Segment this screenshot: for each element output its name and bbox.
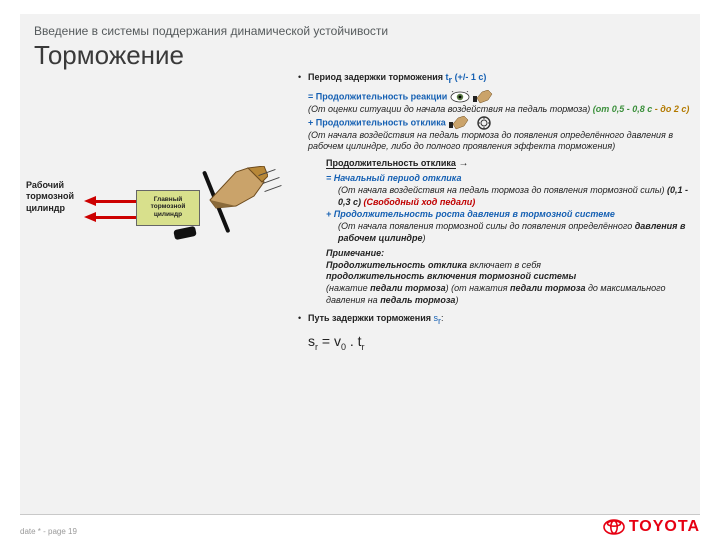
- toyota-logo: TOYOTA: [603, 518, 700, 536]
- bullet-dot: •: [298, 313, 308, 353]
- foot-icon: [206, 166, 268, 210]
- eye-icon: [450, 91, 470, 103]
- note-l3c: ) (от нажатия: [446, 283, 510, 293]
- resp-eq-free: (Свободный ход педали): [361, 197, 475, 207]
- note: Примечание: Продолжительность отклика вк…: [326, 248, 692, 307]
- reaction-expl: (От оценки ситуации до начала воздействи…: [308, 104, 593, 114]
- note-l3d: педали тормоза: [510, 283, 585, 293]
- bullet-dot: •: [298, 72, 308, 307]
- formula-mid: = v: [318, 333, 341, 349]
- wheel-cylinder-label-l1: Рабочий: [26, 180, 86, 191]
- reaction-range1: (от 0,5 - 0,8 с: [593, 104, 655, 114]
- bullet-2-body: Путь задержки торможения sr: sr = v0 . t…: [308, 313, 692, 353]
- footer-left: date * - page 19: [20, 527, 77, 536]
- pedal-pad: [173, 226, 197, 240]
- foot-icon: [472, 90, 494, 104]
- eq-reaction: = Продолжительность реакции: [308, 91, 447, 101]
- master-cylinder-box: Главный тормозной цилиндр: [136, 190, 200, 226]
- footer: date * - page 19 TOYOTA: [20, 514, 700, 536]
- b2-lead: Путь задержки: [308, 313, 376, 323]
- arrow-icon: [84, 196, 96, 206]
- note-l3a: (нажатие: [326, 283, 370, 293]
- content: • Период задержки торможения tr (+/- 1 с…: [298, 72, 692, 357]
- wheel-cylinder-label-l2: тормозной: [26, 191, 86, 202]
- b2-bold: торможения: [376, 313, 433, 323]
- subtitle: Введение в системы поддержания динамичес…: [34, 24, 686, 38]
- slide: Введение в системы поддержания динамичес…: [20, 14, 700, 514]
- resp-plus: + Продолжительность роста давления в тор…: [326, 209, 692, 221]
- resp-eq-expl: (От начала воздействия на педаль тормоза…: [338, 185, 667, 195]
- bullet-1: • Период задержки торможения tr (+/- 1 с…: [298, 72, 692, 307]
- master-cylinder-l2: тормозной: [137, 203, 199, 210]
- resp-eq: = Начальный период отклика: [326, 173, 692, 185]
- b1-lead: Период задержки торможения: [308, 72, 446, 82]
- note-l3b: педали тормоза: [370, 283, 445, 293]
- body: Рабочий тормозной цилиндр Главный тормоз…: [20, 72, 700, 514]
- arrow-icon: [84, 212, 96, 222]
- formula-r2: r: [362, 342, 365, 352]
- headings: Введение в системы поддержания динамичес…: [20, 14, 700, 75]
- page: Введение в системы поддержания динамичес…: [0, 0, 720, 540]
- bullet-1-body: Период задержки торможения tr (+/- 1 с) …: [308, 72, 692, 307]
- foot-icon: [448, 116, 470, 130]
- master-cylinder-l3: цилиндр: [137, 211, 199, 218]
- arrow-right-icon: →: [458, 158, 468, 169]
- formula-dot: . t: [346, 333, 362, 349]
- note-l3f: педаль тормоза: [380, 295, 455, 305]
- note-l2a: продолжительность включения тормозной си…: [326, 271, 576, 281]
- formula-s: s: [308, 333, 315, 349]
- resp-plus-expl-row: (От начала появления тормозной силы до п…: [338, 221, 692, 245]
- reaction-range2: - до 2 с): [655, 104, 690, 114]
- note-l1b: включает в себя: [467, 260, 541, 270]
- resp-head: Продолжительность отклика: [326, 158, 456, 169]
- resp-eq-expl-row: (От начала воздействия на педаль тормоза…: [338, 185, 692, 209]
- formula: sr = v0 . tr: [308, 332, 692, 354]
- nested-response: Продолжительность отклика → = Начальный …: [326, 157, 692, 307]
- resp-plus-expl-tail: ): [422, 233, 425, 243]
- wheel-cylinder-label-l3: цилиндр: [26, 203, 86, 214]
- wheel-cylinder-label: Рабочий тормозной цилиндр: [26, 180, 86, 214]
- b2-tail: :: [441, 313, 444, 323]
- toyota-logo-text: TOYOTA: [629, 518, 700, 536]
- toyota-logo-icon: [603, 519, 625, 535]
- note-l1a: Продолжительность отклика: [326, 260, 467, 270]
- arrow-shaft: [96, 216, 136, 219]
- response-expl: (От начала воздействия на педаль тормоза…: [308, 130, 673, 152]
- b1-tail: (+/- 1 с): [452, 72, 486, 82]
- note-head: Примечание:: [326, 248, 384, 258]
- title: Торможение: [34, 40, 686, 71]
- drum-brake-icon: [473, 116, 495, 130]
- brake-diagram: Рабочий тормозной цилиндр Главный тормоз…: [26, 162, 286, 292]
- bullet-2: • Путь задержки торможения sr: sr = v0 .…: [298, 313, 692, 353]
- arrow-shaft: [96, 200, 136, 203]
- resp-plus-expl: (От начала появления тормозной силы до п…: [338, 221, 635, 231]
- plus-response: + Продолжительность отклика: [308, 117, 446, 127]
- note-l3g: ): [455, 295, 458, 305]
